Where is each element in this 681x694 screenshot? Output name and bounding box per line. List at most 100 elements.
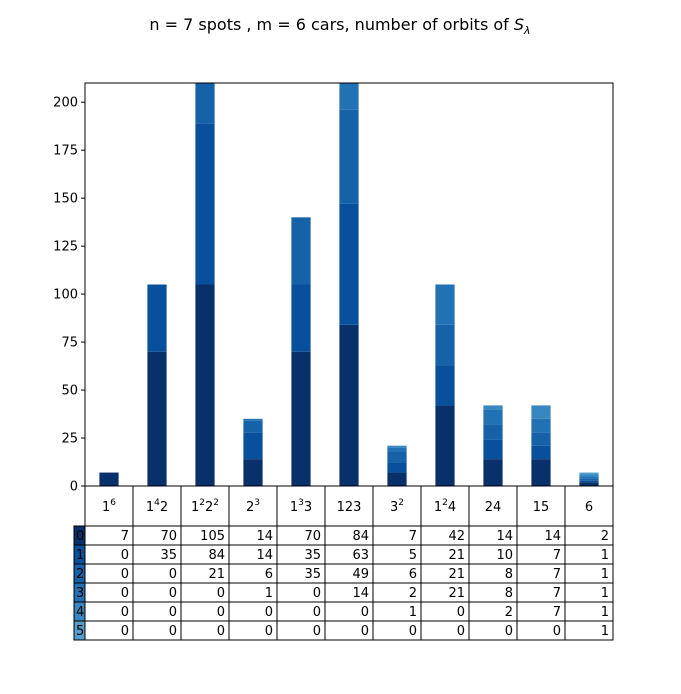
- table-cell-value: 14: [256, 529, 273, 544]
- bar-segment: [483, 459, 503, 486]
- table-cell-value: 14: [544, 529, 561, 544]
- table-cell-value: 0: [121, 624, 129, 639]
- row-label: 5: [76, 624, 84, 639]
- table-cell-value: 0: [265, 605, 273, 620]
- table-cell-value: 0: [409, 624, 417, 639]
- bar-segment: [579, 472, 599, 475]
- table-cell-value: 21: [448, 567, 465, 582]
- table-cell-value: 7: [553, 605, 561, 620]
- table-cell-value: 1: [601, 548, 609, 563]
- y-tick-label: 100: [53, 288, 78, 303]
- bar-segment: [291, 351, 311, 486]
- table-cell-value: 6: [265, 567, 273, 582]
- table-cell-value: 0: [457, 624, 465, 639]
- column-header-label: 142: [146, 498, 168, 515]
- table-cell-value: 0: [553, 624, 561, 639]
- bar-segment: [291, 217, 311, 285]
- column-header-label: 24: [485, 500, 502, 515]
- row-label: 0: [76, 529, 84, 544]
- table-cell-value: 7: [553, 567, 561, 582]
- bar-segment: [339, 203, 359, 325]
- table-cell-value: 0: [361, 624, 369, 639]
- table-cell-value: 0: [121, 567, 129, 582]
- bar-segment: [243, 418, 263, 421]
- column-header-label: 16: [102, 498, 116, 515]
- table-cell-value: 0: [169, 567, 177, 582]
- table-cell-value: 7: [409, 529, 417, 544]
- bar-segment: [387, 451, 407, 463]
- bar-segment: [579, 480, 599, 483]
- y-tick-label: 25: [61, 432, 78, 447]
- bar-segment: [531, 432, 551, 446]
- table-cell-value: 7: [121, 529, 129, 544]
- table-cell-value: 1: [409, 605, 417, 620]
- table-cell-value: 0: [313, 586, 321, 601]
- table-cell-value: 2: [601, 529, 609, 544]
- table-cell: [564, 620, 614, 641]
- table-cell-value: 5: [409, 548, 417, 563]
- table-cell-value: 0: [313, 605, 321, 620]
- table-cell-value: 6: [409, 567, 417, 582]
- table-cell-value: 14: [256, 548, 273, 563]
- table-cell-value: 7: [553, 586, 561, 601]
- table-cell-value: 0: [457, 605, 465, 620]
- table-cell-value: 0: [169, 586, 177, 601]
- table-cell-value: 84: [208, 548, 225, 563]
- column-header-label: 6: [585, 500, 593, 515]
- bar-segment: [99, 472, 119, 486]
- table-cell-value: 21: [448, 586, 465, 601]
- column-header-label: 23: [246, 498, 260, 515]
- bar-group: [99, 83, 599, 486]
- row-label: 2: [76, 567, 84, 582]
- table-cell-value: 2: [505, 605, 513, 620]
- table-cell-value: 0: [265, 624, 273, 639]
- row-label: 3: [76, 586, 84, 601]
- y-tick-label: 50: [61, 384, 78, 399]
- table-cell-value: 84: [352, 529, 369, 544]
- column-header-label: 15: [533, 500, 550, 515]
- table-cell-value: 14: [496, 529, 513, 544]
- bar-segment: [387, 472, 407, 486]
- bar-segment: [579, 482, 599, 486]
- bar-segment: [243, 432, 263, 460]
- bar-segment: [387, 445, 407, 448]
- bar-segment: [579, 476, 599, 479]
- table-cell-value: 63: [352, 548, 369, 563]
- data-table: 16 142 1222 23 133 123 32 124 24 15 60 7 70 105 14 70 84…: [73, 485, 614, 641]
- table-cell-value: 14: [352, 586, 369, 601]
- table-cell-value: 0: [505, 624, 513, 639]
- table-cell-value: 70: [304, 529, 321, 544]
- table-cell-value: 8: [505, 567, 513, 582]
- column-header-label: 124: [434, 498, 456, 515]
- table-cell-value: 105: [200, 529, 225, 544]
- table-cell-value: 1: [601, 567, 609, 582]
- bar-segment: [339, 324, 359, 486]
- table-cell-value: 0: [361, 605, 369, 620]
- table-cell-value: 0: [217, 586, 225, 601]
- column-header-label: 1222: [191, 498, 219, 515]
- bar-segment: [531, 418, 551, 433]
- table-cell-value: 0: [121, 586, 129, 601]
- bar-segment: [339, 83, 359, 110]
- bar-segment: [483, 405, 503, 410]
- table-cell-value: 1: [601, 586, 609, 601]
- table-cell-value: 1: [601, 605, 609, 620]
- bar-segment: [435, 284, 455, 325]
- row-label: 1: [76, 548, 84, 563]
- bar-segment: [291, 284, 311, 352]
- bar-segment: [195, 83, 215, 124]
- table-cell-value: 35: [304, 567, 321, 582]
- column-header-label: 123: [337, 500, 362, 515]
- column-header-label: 133: [290, 498, 312, 515]
- bar-segment: [483, 409, 503, 425]
- y-tick-label: 175: [53, 144, 78, 159]
- table-cell-value: 35: [160, 548, 177, 563]
- table-cell-value: 70: [160, 529, 177, 544]
- bar-segment: [579, 478, 599, 481]
- y-tick-label: 125: [53, 240, 78, 255]
- bar-segment: [435, 365, 455, 406]
- table-cell-value: 0: [169, 605, 177, 620]
- table-cell-value: 21: [448, 548, 465, 563]
- table-cell-value: 0: [169, 624, 177, 639]
